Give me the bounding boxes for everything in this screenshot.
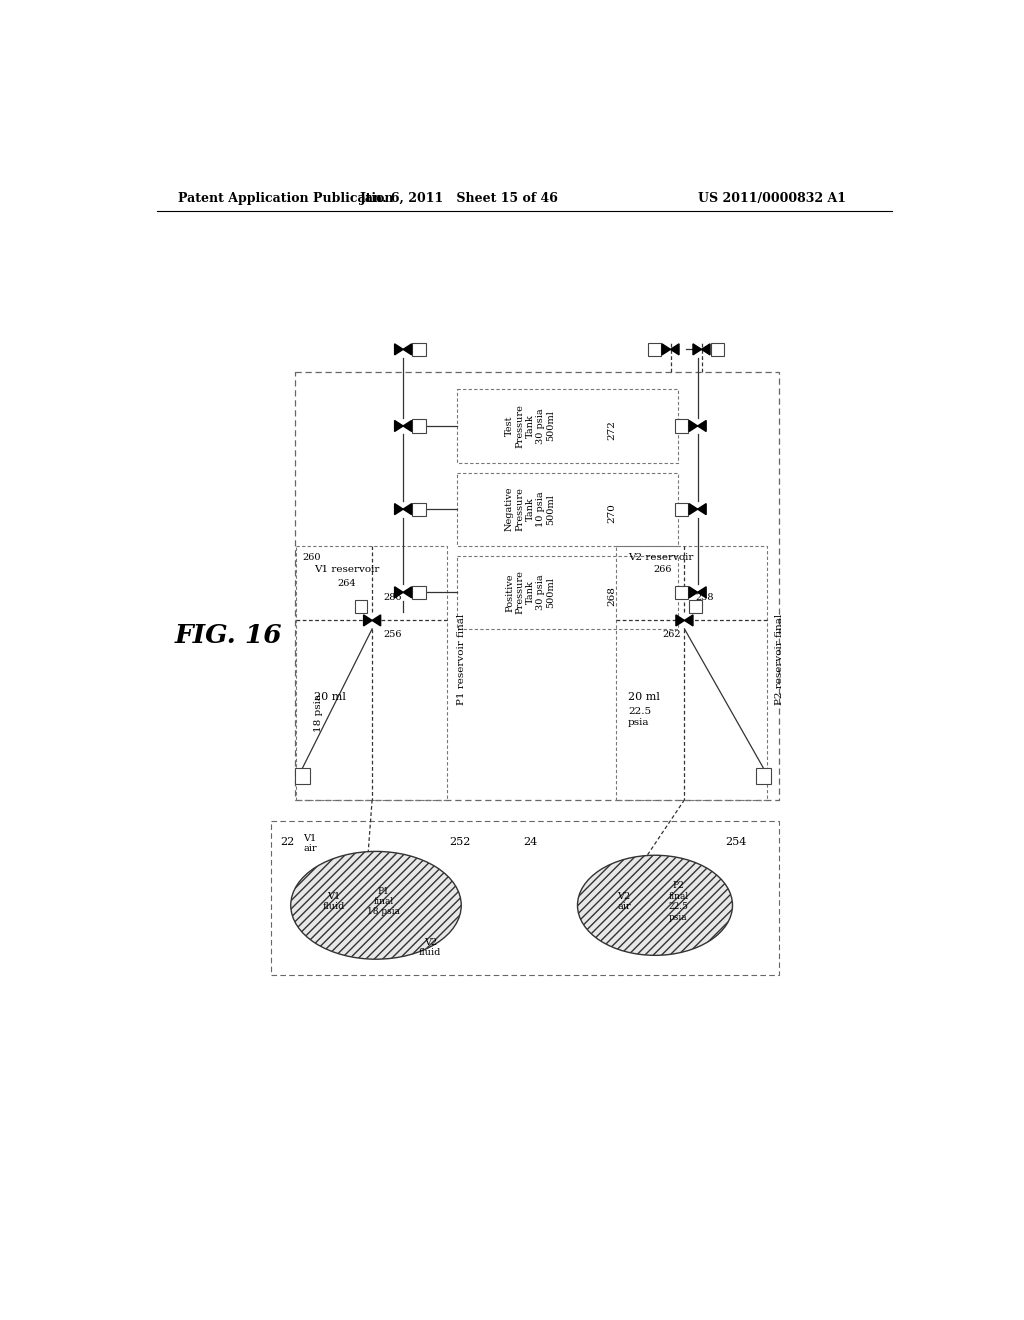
Text: Patent Application Publication: Patent Application Publication [178,191,394,205]
Text: 22: 22 [281,837,295,847]
Ellipse shape [578,855,732,956]
Polygon shape [693,343,701,355]
Text: 252: 252 [450,837,471,847]
Text: V2
air: V2 air [617,892,631,911]
Polygon shape [394,343,403,355]
Text: 264: 264 [337,579,356,587]
Text: Positive
Pressure
Tank
30 psia
500ml: Positive Pressure Tank 30 psia 500ml [505,570,556,614]
Text: 20 ml: 20 ml [314,693,346,702]
Text: P2 reservoir final: P2 reservoir final [774,614,783,705]
Text: 286: 286 [383,593,401,602]
Text: 262: 262 [663,630,681,639]
Text: 266: 266 [653,565,672,574]
Text: 268: 268 [607,586,616,606]
FancyBboxPatch shape [648,343,662,356]
Polygon shape [676,615,684,626]
Polygon shape [697,421,707,432]
Text: P2
final
22.5
psia: P2 final 22.5 psia [669,882,688,921]
Polygon shape [403,587,412,598]
FancyBboxPatch shape [675,586,688,599]
Polygon shape [697,587,707,598]
FancyBboxPatch shape [689,601,701,612]
Text: 20 ml: 20 ml [628,693,659,702]
FancyBboxPatch shape [711,343,724,356]
Text: 272: 272 [607,420,616,440]
Text: 18 psia: 18 psia [314,694,323,731]
Text: FIG. 16: FIG. 16 [175,623,283,648]
Text: psia: psia [628,718,649,727]
Text: 260: 260 [302,553,321,562]
Text: Jan. 6, 2011   Sheet 15 of 46: Jan. 6, 2011 Sheet 15 of 46 [360,191,559,205]
FancyBboxPatch shape [675,503,688,516]
Polygon shape [372,615,381,626]
Polygon shape [403,343,412,355]
Text: 24: 24 [523,837,538,847]
Polygon shape [394,587,403,598]
Text: V1
air: V1 air [303,834,317,854]
Text: V2 reservoir: V2 reservoir [628,553,693,562]
FancyBboxPatch shape [413,503,426,516]
Polygon shape [394,504,403,515]
FancyBboxPatch shape [756,768,771,784]
Text: 270: 270 [607,503,616,523]
FancyBboxPatch shape [413,420,426,433]
Text: P1
final
18 psia: P1 final 18 psia [368,887,400,916]
Polygon shape [701,343,710,355]
Text: 254: 254 [725,837,746,847]
FancyBboxPatch shape [413,343,426,356]
Polygon shape [684,615,693,626]
Ellipse shape [291,851,461,960]
Polygon shape [689,421,697,432]
Polygon shape [364,615,372,626]
Text: V2
fluid: V2 fluid [419,939,441,957]
Polygon shape [689,587,697,598]
Text: V1
fluid: V1 fluid [323,892,344,911]
Polygon shape [689,504,697,515]
Text: Negative
Pressure
Tank
10 psia
500ml: Negative Pressure Tank 10 psia 500ml [505,487,556,532]
Text: Test
Pressure
Tank
30 psia
500ml: Test Pressure Tank 30 psia 500ml [505,404,556,447]
Text: 22.5: 22.5 [628,706,651,715]
Text: US 2011/0000832 A1: US 2011/0000832 A1 [697,191,846,205]
Polygon shape [671,343,679,355]
Text: 258: 258 [695,593,714,602]
Polygon shape [697,504,707,515]
FancyBboxPatch shape [295,768,310,784]
Text: P1 reservoir final: P1 reservoir final [457,614,466,705]
FancyBboxPatch shape [355,601,368,612]
Text: 256: 256 [383,630,401,639]
Polygon shape [662,343,671,355]
Polygon shape [403,504,412,515]
Text: V1 reservoir: V1 reservoir [314,565,379,574]
FancyBboxPatch shape [413,586,426,599]
Polygon shape [403,421,412,432]
FancyBboxPatch shape [675,420,688,433]
Polygon shape [394,421,403,432]
